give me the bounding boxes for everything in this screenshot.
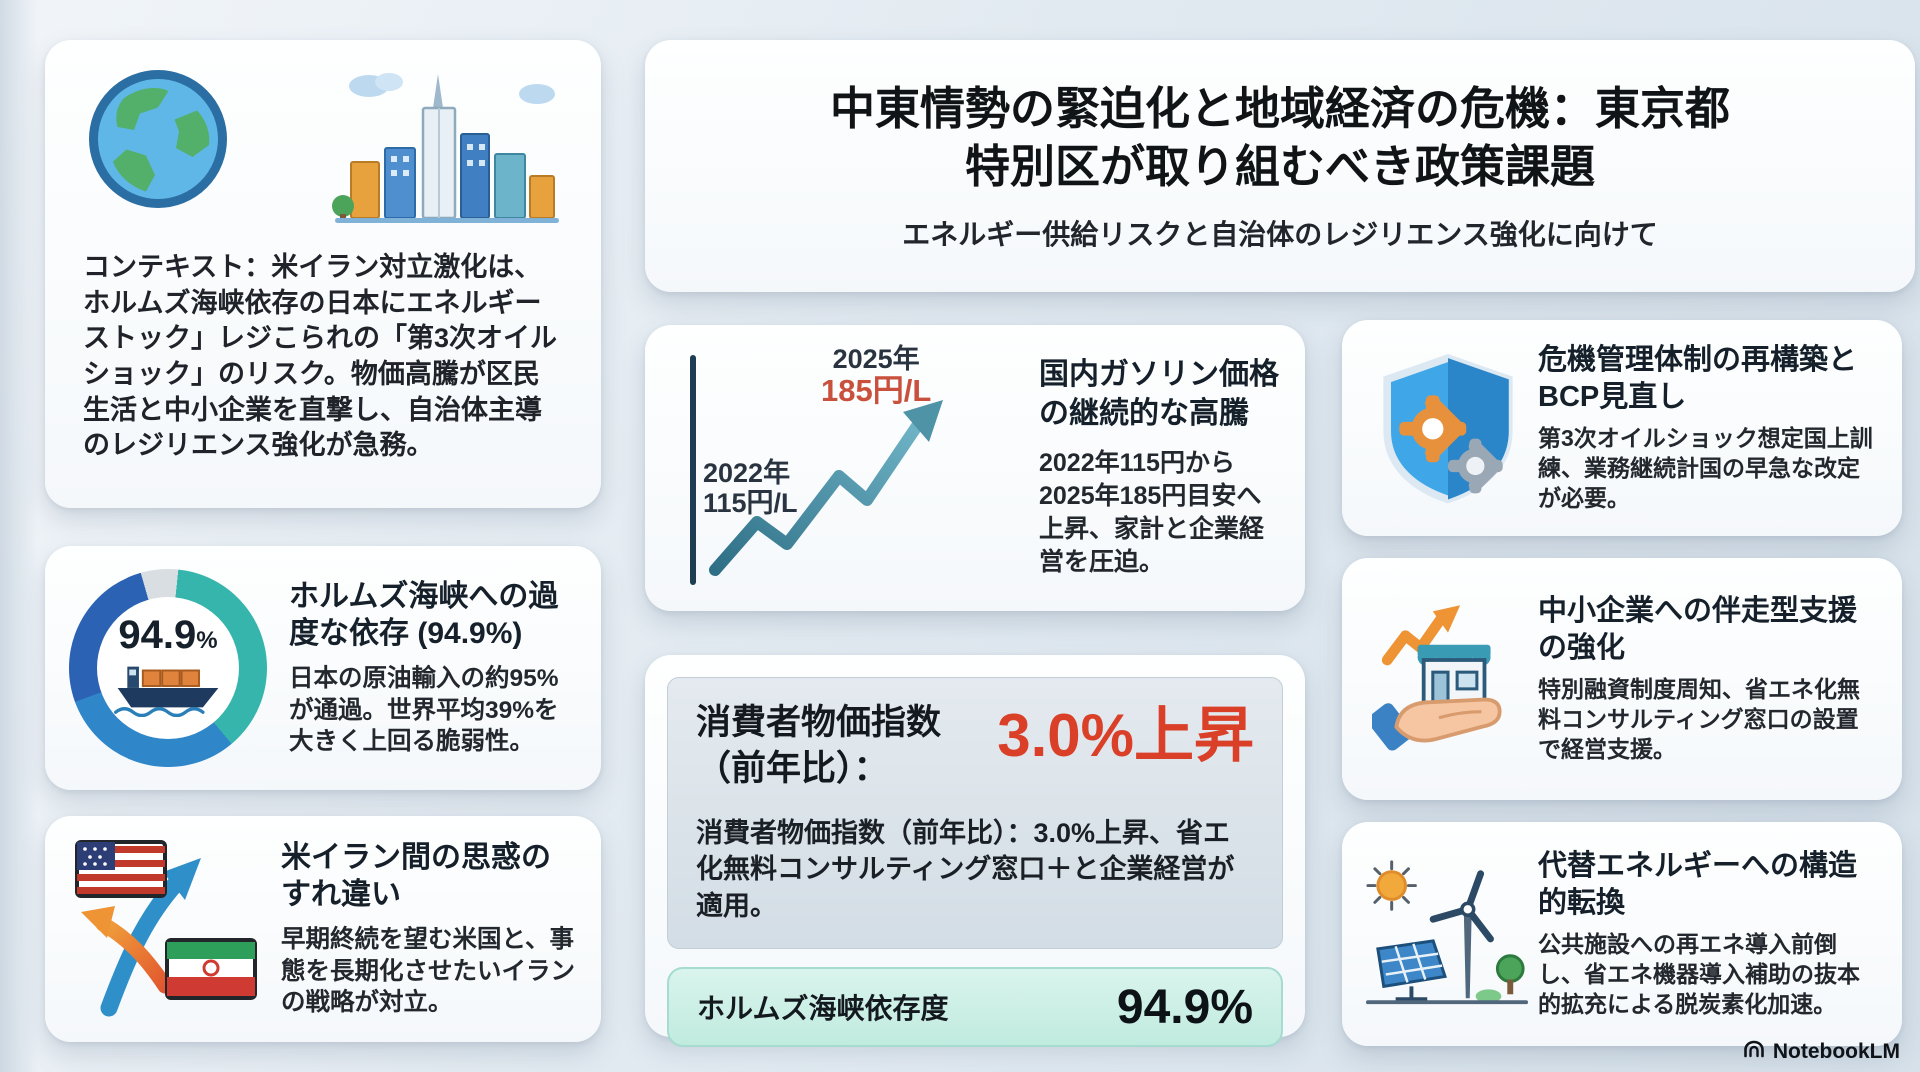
- hormuz-dependency-card: 94.9% ホルムズ海峡への過度な依存 (94.9%) 日本の原油輸入の約95%: [45, 546, 601, 790]
- renewable-energy-sun-turbine-solar-icon: [1364, 859, 1532, 1009]
- strip-label: ホルムズ海峡依存度: [697, 993, 949, 1025]
- gasoline-text: 国内ガソリン価格の継続的な高騰 2022年115円から2025年185円目安へ上…: [1039, 356, 1279, 579]
- sme-text: 中小企業への伴走型支援の強化 特別融資制度周知、省エネ化無料コンサルティング窓口…: [1538, 593, 1880, 764]
- us-iran-body: 早期終続を望む米国と、事態を長期化させたいイランの戦略が対立。: [281, 925, 575, 1017]
- cpi-header: 消費者物価指数 （前年比）： 3.0%上昇: [696, 700, 1254, 791]
- page-title-line2: 特別区が取り組むべき政策課題: [964, 141, 1595, 192]
- chart-start-label: 2022年 115円/L: [703, 458, 798, 518]
- cargo-ship-icon: [109, 655, 227, 722]
- rising-price-line-chart-icon: [690, 355, 943, 585]
- context-card: コンテキスト：米イラン対立激化は、ホルムズ海峡依存の日本にエネルギーストック」レ…: [45, 40, 601, 508]
- donut-center: 94.9%: [97, 597, 239, 739]
- cpi-label-line2: （前年比）：: [696, 748, 889, 788]
- sme-support-card: 中小企業への伴走型支援の強化 特別融資制度周知、省エネ化無料コンサルティング窓口…: [1342, 558, 1902, 800]
- chart-start-year: 2022年: [703, 458, 791, 488]
- context-icons-row: [83, 64, 563, 234]
- globe-icon: [83, 64, 233, 219]
- page-subtitle: エネルギー供給リスクと自治体のレジリエンス強化に向けて: [902, 218, 1658, 250]
- us-iran-flags-arrows-icon: [69, 834, 259, 1025]
- cpi-panel: 消費者物価指数 （前年比）： 3.0%上昇 消費者物価指数（前年比）：3.0%上…: [667, 677, 1283, 950]
- us-iran-text: 米イラン間の思惑のすれ違い 早期終続を望む米国と、事態を長期化させたいイランの戦…: [281, 839, 577, 1020]
- city-skyline-icon: [331, 64, 563, 231]
- bcp-card: 危機管理体制の再構築とBCP見直し 第3次オイルショック想定国上訓練、業務継続計…: [1342, 320, 1902, 536]
- page-title: 中東情勢の緊迫化と地域経済の危機：東京都 特別区が取り組むべき政策課題: [830, 80, 1730, 197]
- bcp-body: 第3次オイルショック想定国上訓練、業務継続計国の早急な改定が必要。: [1538, 424, 1873, 511]
- gasoline-body: 2022年115円から2025年185円目安へ上昇、家計と企業経営を圧迫。: [1039, 448, 1265, 577]
- chart-end-year: 2025年: [832, 344, 920, 374]
- hormuz-title: ホルムズ海峡への過度な依存 (94.9%): [289, 579, 559, 651]
- cpi-value: 3.0%上昇: [997, 702, 1254, 769]
- title-card: 中東情勢の緊迫化と地域経済の危機：東京都 特別区が取り組むべき政策課題 エネルギ…: [645, 40, 1915, 292]
- gasoline-title: 国内ガソリン価格の継続的な高騰: [1039, 358, 1279, 430]
- cpi-label: 消費者物価指数 （前年比）：: [696, 700, 941, 791]
- energy-body: 公共施設への再エネ導入前倒し、省エネ機器導入補助の抜本的拡充による脱炭素化加速。: [1538, 930, 1860, 1017]
- bcp-title: 危機管理体制の再構築とBCP見直し: [1538, 344, 1858, 413]
- alternative-energy-card: 代替エネルギーへの構造的転換 公共施設への再エネ導入前倒し、省エネ機器導入補助の…: [1342, 822, 1902, 1046]
- sme-title: 中小企業への伴走型支援の強化: [1538, 595, 1858, 664]
- chart-start-price: 115円/L: [703, 488, 798, 519]
- donut-gauge-icon: 94.9%: [69, 569, 267, 767]
- us-iran-card: 米イラン間の思惑のすれ違い 早期終続を望む米国と、事態を長期化させたいイランの戦…: [45, 816, 601, 1042]
- chart-end-label: 2025年 185円/L: [821, 344, 931, 409]
- footer: NotebookLM: [1742, 1037, 1900, 1066]
- strip-value: 94.9%: [1116, 980, 1253, 1034]
- cpi-body: 消費者物価指数（前年比）：3.0%上昇、省エ化無料コンサルティング窓口＋と企業経…: [696, 818, 1235, 921]
- hormuz-body: 日本の原油輸入の約95%が通過。世界平均39%を大きく上回る脆弱性。: [289, 664, 559, 756]
- hormuz-text: ホルムズ海峡への過度な依存 (94.9%) 日本の原油輸入の約95%が通過。世界…: [289, 578, 577, 759]
- energy-title: 代替エネルギーへの構造的転換: [1538, 850, 1858, 919]
- sme-body: 特別融資制度周知、省エネ化無料コンサルティング窓口の設置で経営支援。: [1538, 675, 1860, 762]
- context-text: コンテキスト：米イラン対立激化は、ホルムズ海峡依存の日本にエネルギーストック」レ…: [83, 252, 558, 461]
- gasoline-chart: 2022年 115円/L 2025年 185円/L: [671, 342, 1031, 594]
- hormuz-dependency-strip: ホルムズ海峡依存度 94.9%: [667, 967, 1283, 1048]
- gasoline-price-card: 2022年 115円/L 2025年 185円/L 国内ガソリン価格の継続的な高…: [645, 325, 1305, 611]
- bcp-text: 危機管理体制の再構築とBCP見直し 第3次オイルショック想定国上訓練、業務継続計…: [1538, 342, 1880, 513]
- cpi-label-line1: 消費者物価指数: [696, 703, 942, 742]
- donut-percent-label: 94.9%: [118, 612, 218, 657]
- footer-brand: NotebookLM: [1772, 1039, 1900, 1063]
- shield-gears-icon: [1364, 352, 1532, 504]
- hand-holding-storefront-growth-icon: [1364, 599, 1532, 759]
- notebooklm-logo-icon: [1742, 1037, 1766, 1066]
- chart-end-price: 185円/L: [821, 373, 932, 409]
- page-title-line1: 中東情勢の緊迫化と地域経済の危機：東京都: [829, 82, 1730, 134]
- cpi-card: 消費者物価指数 （前年比）： 3.0%上昇 消費者物価指数（前年比）：3.0%上…: [645, 655, 1305, 1048]
- us-iran-title: 米イラン間の思惑のすれ違い: [281, 840, 551, 912]
- energy-text: 代替エネルギーへの構造的転換 公共施設への再エネ導入前倒し、省エネ機器導入補助の…: [1538, 848, 1880, 1019]
